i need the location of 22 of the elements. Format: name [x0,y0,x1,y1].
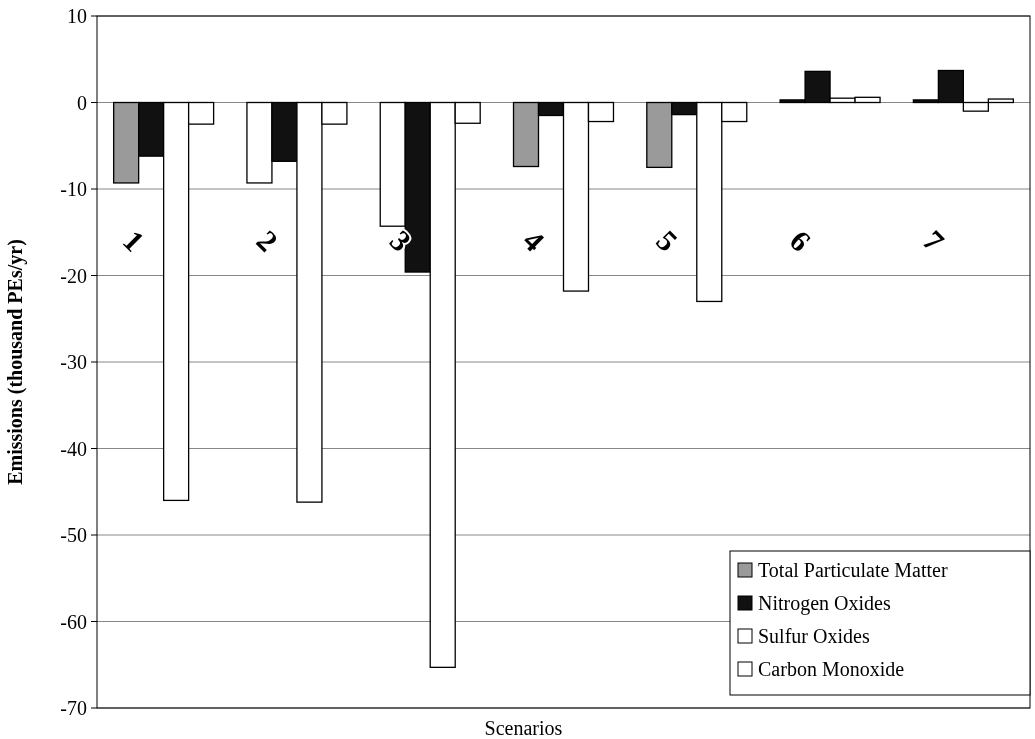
x-tick-label: 2 [250,223,285,258]
y-axis-title: Emissions (thousand PEs/yr) [4,239,27,485]
x-tick-label: 3 [383,223,418,258]
y-tick-label: -60 [60,610,87,633]
x-tick-label: 7 [916,223,951,258]
legend-label: Sulfur Oxides [758,625,870,647]
y-tick-label: -20 [60,264,87,287]
y-tick-label: -10 [60,178,87,200]
y-tick-label: -40 [60,437,87,460]
y-tick-label: 0 [77,91,87,114]
y-tick-label: -50 [60,524,87,546]
legend-label: Carbon Monoxide [758,658,905,680]
legend-label: Total Particulate Matter [758,559,948,581]
x-axis-title: Scenarios [484,717,563,739]
x-tick-label: 5 [650,223,685,258]
y-tick-label: 10 [67,5,87,27]
legend-label: Nitrogen Oxides [758,592,891,615]
y-tick-label: -70 [60,697,87,719]
x-tick-label: 6 [783,223,818,258]
x-tick-label: 1 [117,223,152,258]
x-tick-label: 4 [516,223,551,258]
y-tick-label: -30 [60,351,87,373]
